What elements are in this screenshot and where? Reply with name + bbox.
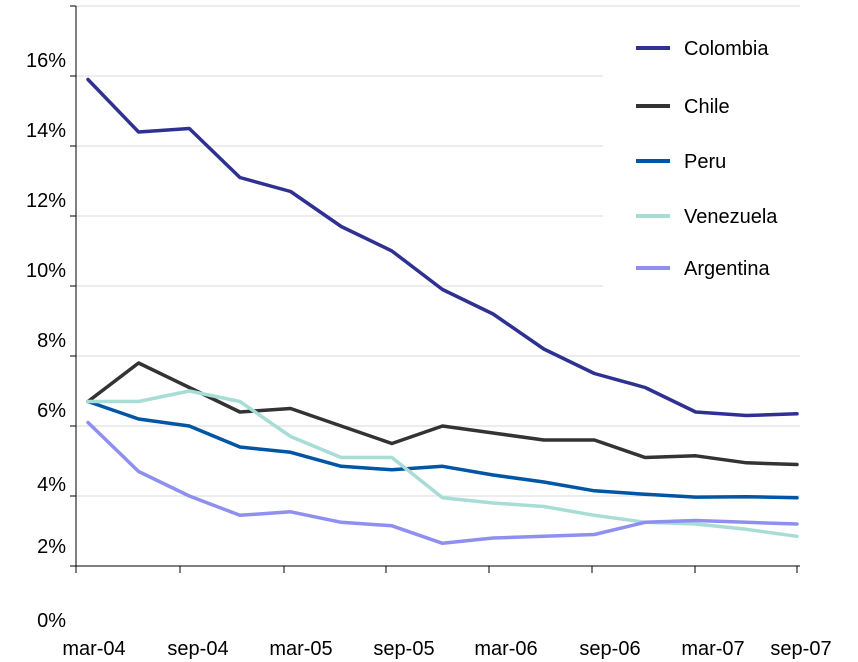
series-line-argentina [86, 420, 799, 546]
y-tick-label: 6% [37, 400, 66, 422]
legend-label: Peru [684, 151, 726, 173]
series-line-venezuela [86, 389, 799, 539]
y-tick-label: 2% [37, 536, 66, 558]
y-tick-label: 16% [26, 50, 66, 72]
x-tick-label: mar-07 [681, 638, 744, 660]
axes [75, 6, 800, 570]
series-lines [86, 77, 799, 546]
series-line-peru [86, 399, 799, 500]
y-tick-label: 14% [26, 120, 66, 142]
legend-label: Venezuela [684, 206, 778, 228]
x-tick-label: mar-06 [474, 638, 537, 660]
legend: Colombia Chile Peru Venezuela Argentina [603, 14, 813, 292]
grid-lines [76, 5, 800, 497]
y-tick-labels: 0% 2% 4% 6% 8% 10% 12% 14% 16% [26, 5, 76, 632]
x-tick-labels: mar-04 sep-04 mar-05 sep-05 mar-06 sep-06 mar-… [62, 566, 832, 660]
x-tick-label: sep-05 [373, 638, 434, 660]
y-tick-label: 12% [26, 190, 66, 212]
series-line-colombia [86, 77, 799, 418]
y-tick-label: 8% [37, 330, 66, 352]
series-line-chile [86, 361, 799, 467]
legend-label: Colombia [684, 38, 769, 60]
x-tick-label: mar-05 [269, 638, 332, 660]
y-tick-label: 0% [37, 610, 66, 632]
x-tick-label: sep-06 [579, 638, 640, 660]
x-tick-label: mar-04 [62, 638, 125, 660]
y-tick-label: 4% [37, 474, 66, 496]
y-tick-label: 10% [26, 260, 66, 282]
x-tick-label: sep-07 [770, 638, 831, 660]
x-tick-label: sep-04 [167, 638, 228, 660]
legend-box [603, 14, 813, 292]
legend-label: Chile [684, 96, 730, 118]
legend-label: Argentina [684, 258, 770, 280]
